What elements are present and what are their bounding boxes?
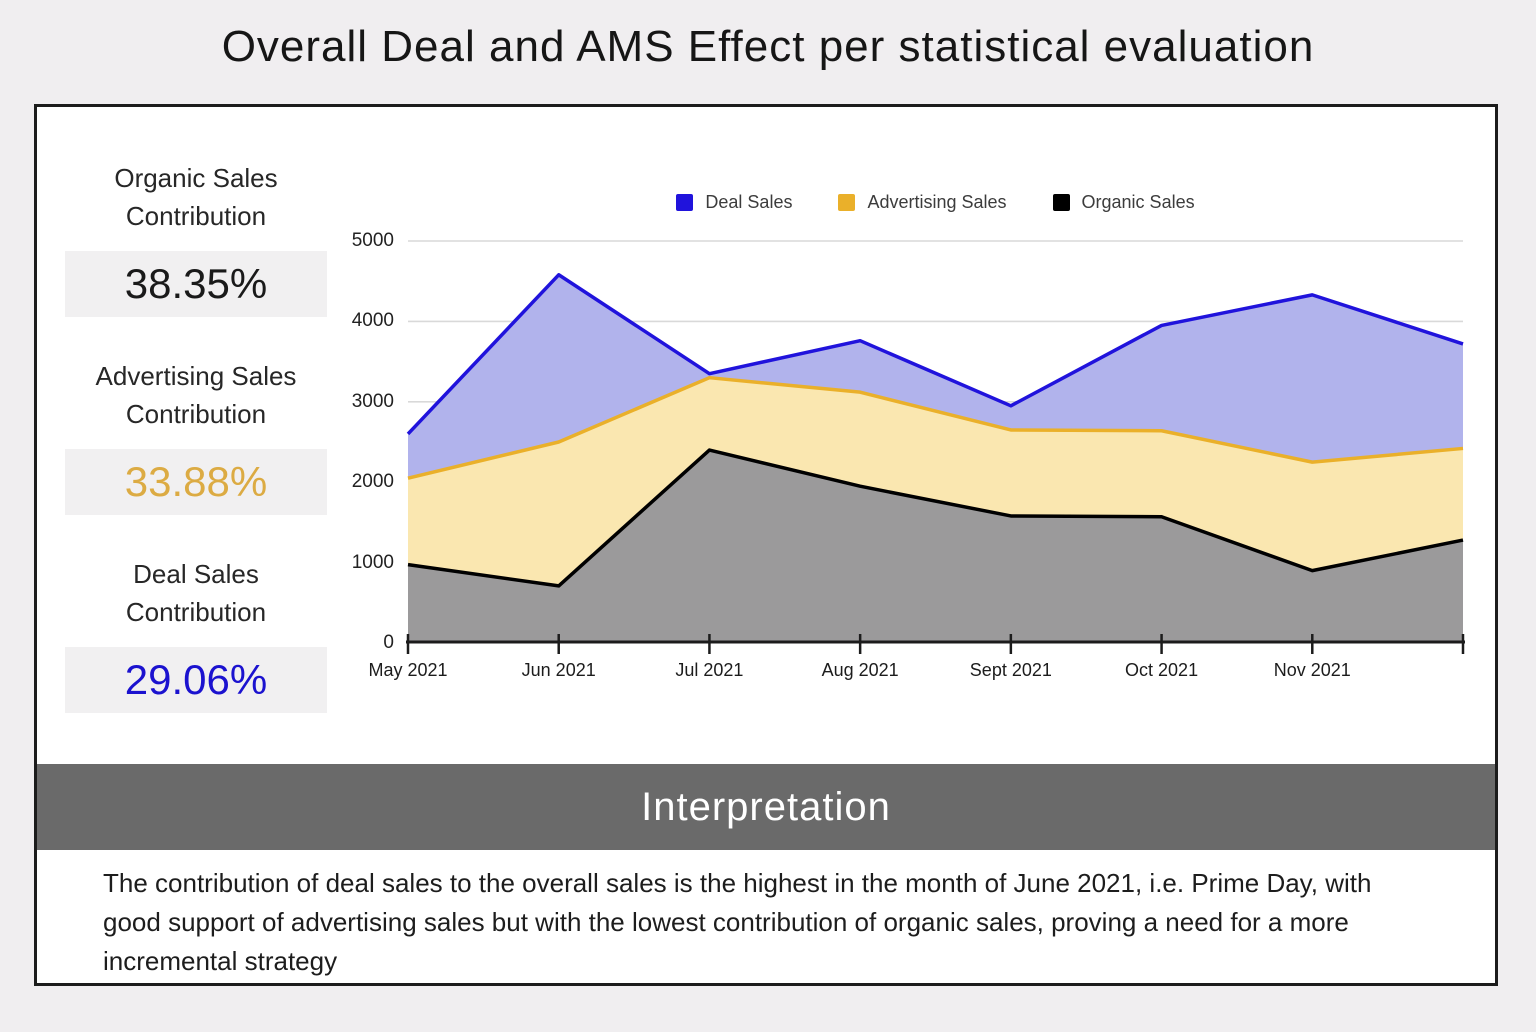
stat-group-deal: Deal Sales Contribution 29.06% xyxy=(65,555,327,713)
legend-label-advertising-sales: Advertising Sales xyxy=(867,191,1007,212)
chart-svg xyxy=(406,240,1465,654)
legend-swatch-advertising-sales-icon xyxy=(838,193,856,211)
x-axis-tick-label: Jun 2021 xyxy=(521,660,596,680)
y-axis-tick-label: 1000 xyxy=(351,551,394,573)
y-axis-tick-label: 0 xyxy=(383,632,394,653)
stat-value-advertising: 33.88% xyxy=(124,458,268,505)
legend-label-deal-sales: Deal Sales xyxy=(705,191,793,212)
legend-label-organic-sales: Organic Sales xyxy=(1081,191,1195,212)
legend-swatch-deal-sales-icon xyxy=(676,193,694,211)
stat-group-advertising: Advertising Sales Contribution 33.88% xyxy=(65,357,327,515)
chart-plot xyxy=(406,240,1465,654)
legend-swatch-organic-sales-icon xyxy=(1052,193,1070,211)
x-axis-tick-label: Sept 2021 xyxy=(969,660,1052,680)
interpretation-text: The contribution of deal sales to the ov… xyxy=(103,868,1372,976)
legend-item-organic-sales: Organic Sales xyxy=(1052,191,1195,213)
stat-label-deal: Deal Sales Contribution xyxy=(125,559,267,627)
interpretation-banner: Interpretation xyxy=(37,764,1495,850)
x-axis-tick-label: Aug 2021 xyxy=(821,660,899,680)
x-axis-tick-label: Jul 2021 xyxy=(675,660,744,680)
y-axis-tick-label: 2000 xyxy=(351,471,394,493)
stat-group-organic: Organic Sales Contribution 38.35% xyxy=(65,159,327,317)
chart-legend: Deal Sales Advertising Sales Organic Sal… xyxy=(408,187,1463,217)
y-axis-tick-label: 3000 xyxy=(351,390,394,412)
stat-value-deal: 29.06% xyxy=(124,656,268,703)
interpretation-heading: Interpretation xyxy=(641,784,891,829)
stat-value-box-deal: 29.06% xyxy=(65,647,327,713)
legend-item-deal-sales: Deal Sales xyxy=(676,192,792,213)
main-panel: Organic Sales Contribution 38.35% Advert… xyxy=(34,104,1498,986)
stats-column: Organic Sales Contribution 38.35% Advert… xyxy=(65,159,327,753)
stat-value-organic: 38.35% xyxy=(124,260,268,307)
stat-value-box-advertising: 33.88% xyxy=(65,449,327,515)
stat-value-box-organic: 38.35% xyxy=(65,251,327,317)
stat-label-advertising: Advertising Sales Contribution xyxy=(95,361,297,429)
x-axis-tick-label: Oct 2021 xyxy=(1125,660,1199,680)
y-axis-tick-label: 4000 xyxy=(351,310,394,332)
x-axis-tick-label: Nov 2021 xyxy=(1273,660,1351,680)
x-axis-tick-label: May 2021 xyxy=(368,660,448,680)
page-title: Overall Deal and AMS Effect per statisti… xyxy=(221,22,1315,71)
stat-label-organic: Organic Sales Contribution xyxy=(114,163,278,231)
legend-item-advertising-sales: Advertising Sales xyxy=(838,191,1007,213)
y-axis-tick-label: 5000 xyxy=(351,230,394,251)
